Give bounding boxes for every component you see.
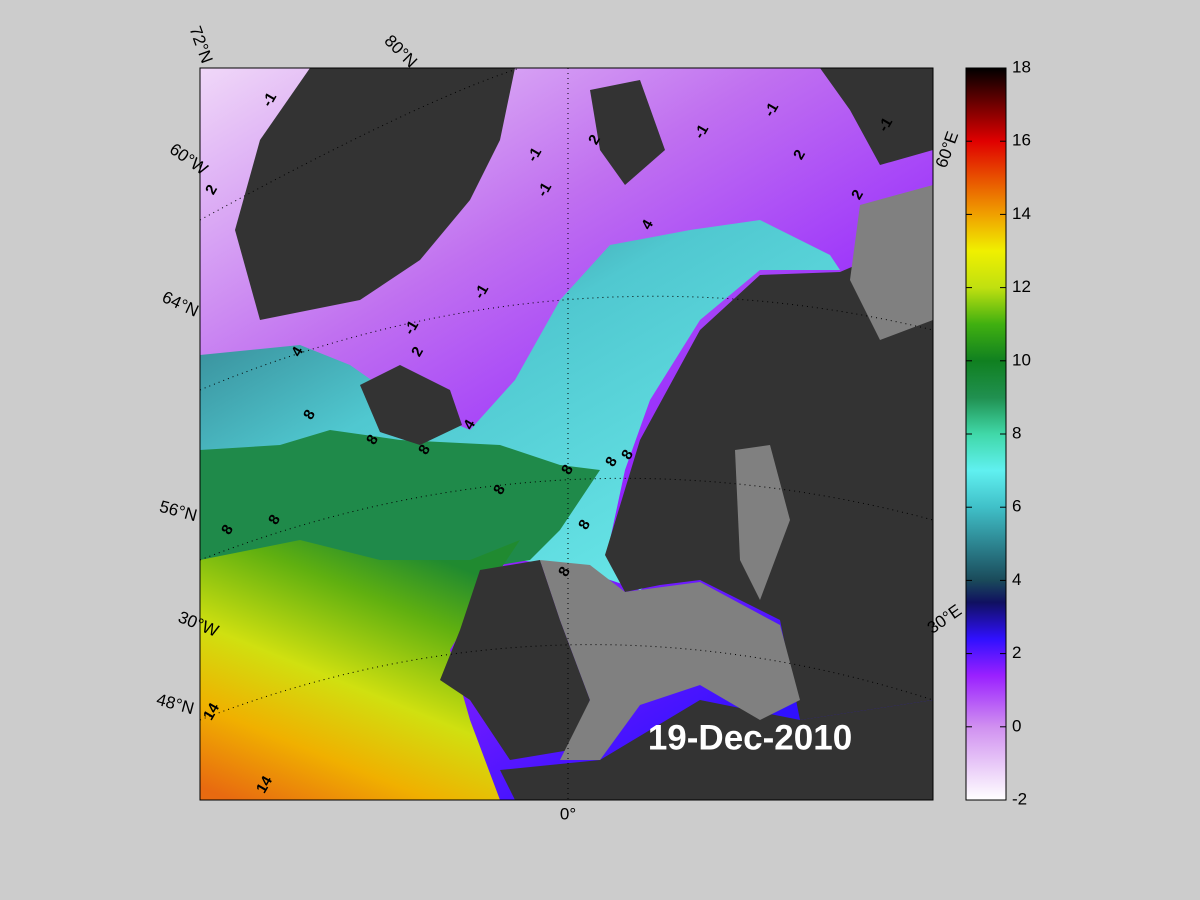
graticule [199,295,934,391]
graticule-label: 56°N [157,497,199,525]
date-label: 19-Dec-2010 [648,718,852,757]
colorbar-tick-label: 18 [1012,57,1031,76]
graticule-label: 72°N [186,24,217,66]
iceland [360,365,462,445]
colorbar-tick-label: 10 [1012,350,1031,369]
colorbar-tick-label: -2 [1012,789,1027,808]
colorbar-tick-label: 2 [1012,643,1021,662]
colorbar [965,67,1007,801]
graticule-label: 80°N [381,31,421,71]
graticule-label: 60°E [932,129,963,170]
graticule-label: 0° [560,804,576,823]
colorbar-tick-label: 4 [1012,570,1021,589]
colorbar-tick-label: 0 [1012,716,1021,735]
contour-label: 14 [200,700,223,724]
colorbar-tick-label: 14 [1012,204,1031,223]
graticule-label: 64°N [159,287,201,320]
colorbar-tick-label: 16 [1012,131,1031,150]
contour-label: 14 [253,773,276,797]
white-sea-shelf [850,185,933,340]
colorbar-tick-label: 6 [1012,497,1021,516]
map-frame [199,67,934,801]
novaya-zemlya [820,68,933,165]
map: 19-Dec-2010 [199,67,934,801]
north-sea-shelf [540,560,800,760]
baltic-shelf [735,445,790,600]
svalbard [590,80,665,185]
britain [440,560,590,760]
europe [500,700,933,800]
warm-water [200,540,520,800]
greenland [235,68,515,320]
colorbar-tick-label: 12 [1012,277,1031,296]
graticule-label: 48°N [154,690,196,718]
colorbar-tick-label: 8 [1012,423,1021,442]
